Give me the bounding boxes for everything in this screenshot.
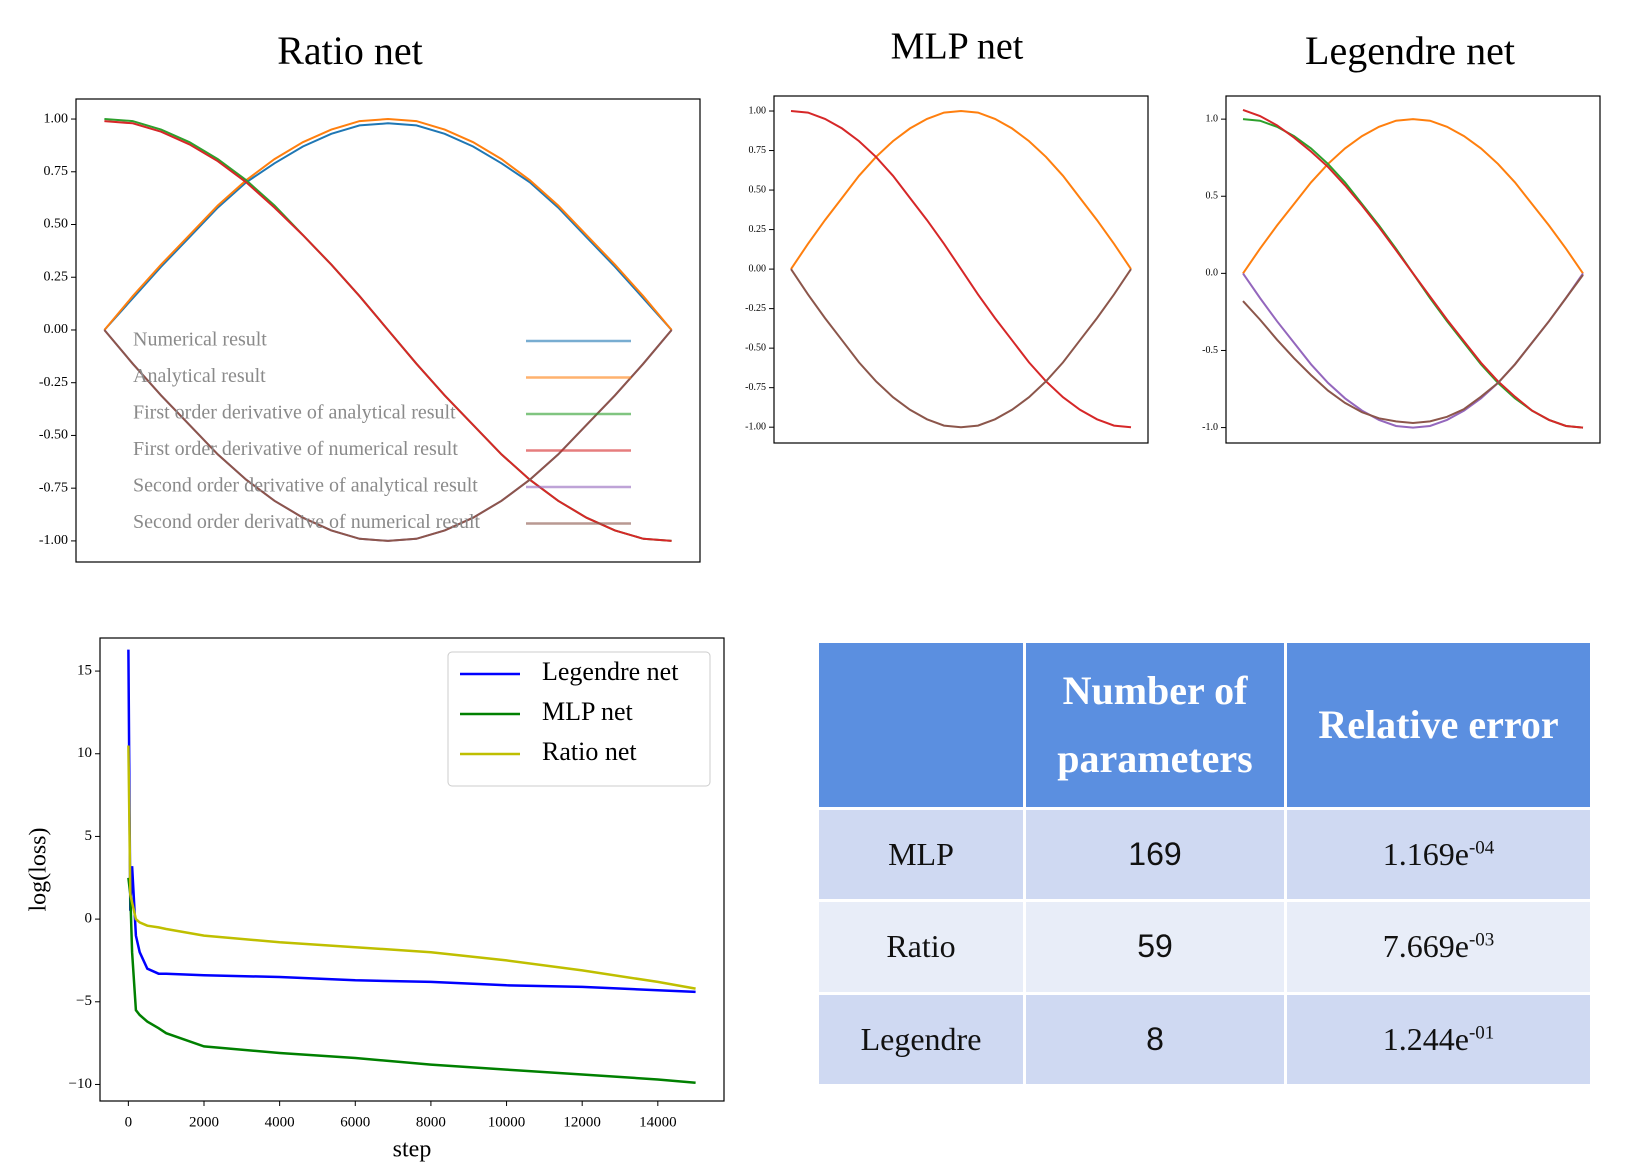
y-tick-label: −5 <box>76 993 92 1009</box>
error-base: 7.669e <box>1382 928 1469 965</box>
y-tick-label: 0.75 <box>44 164 69 179</box>
error-cell: 1.244e-01 <box>1284 991 1593 1088</box>
legend-label: First order derivative of numerical resu… <box>133 438 458 460</box>
y-tick-label: -0.75 <box>39 480 68 495</box>
plot-frame <box>99 637 725 1102</box>
chart-title: MLP net <box>891 26 1024 68</box>
error-exp: -03 <box>1468 929 1495 951</box>
x-tick-label: 10000 <box>488 1114 526 1130</box>
y-tick-label: -0.5 <box>1202 345 1218 356</box>
model-cell: MLP <box>816 806 1026 903</box>
row: Legendre 8 1.244e-01 <box>816 991 1593 1088</box>
x-tick-label: 12000 <box>563 1114 601 1130</box>
series-line <box>104 120 672 542</box>
legend-box <box>447 651 711 787</box>
y-tick-label: 0.50 <box>44 217 69 232</box>
y-tick-label: 1.00 <box>749 105 767 116</box>
error-exp: -01 <box>1468 1022 1495 1044</box>
chart-title: Legendre net <box>1305 28 1515 73</box>
x-tick-label: 2000 <box>189 1114 219 1130</box>
row: MLP 169 1.169e-04 <box>816 806 1593 903</box>
y-tick-label: 15 <box>77 663 92 679</box>
y-tick-label: 0.75 <box>749 145 767 156</box>
series-line <box>103 329 673 542</box>
y-tick-label: -0.75 <box>745 382 766 393</box>
y-axis-label: log(loss) <box>26 828 52 912</box>
x-tick-label: 0 <box>125 1114 133 1130</box>
legend-label: Second order derivative of analytical re… <box>133 475 478 497</box>
error-base: 1.169e <box>1382 836 1469 873</box>
plot-frame <box>773 95 1149 444</box>
series-line <box>103 122 673 331</box>
y-tick-label: 1.0 <box>1206 113 1219 124</box>
series-line <box>103 329 673 542</box>
error-exp: -04 <box>1468 837 1495 859</box>
x-tick-label: 4000 <box>265 1114 295 1130</box>
series-line <box>127 649 696 994</box>
parameters-cell: 169 <box>1023 806 1287 903</box>
y-tick-label: 0.0 <box>1206 268 1219 279</box>
legend-label: Analytical result <box>133 365 266 387</box>
series-line <box>127 745 696 990</box>
y-tick-label: 0.25 <box>749 224 767 235</box>
y-tick-label: 10 <box>77 745 92 761</box>
series-line <box>103 117 673 331</box>
error-base: 1.244e <box>1382 1020 1469 1057</box>
legend-label: Ratio net <box>542 737 637 766</box>
header-row: Number of parameters Relative error <box>816 640 1593 810</box>
x-tick-label: 14000 <box>639 1114 677 1130</box>
series-line <box>127 877 696 1085</box>
y-tick-label: 0.25 <box>44 269 69 284</box>
corner-cell <box>816 640 1026 810</box>
header-cell: Number of parameters <box>1023 640 1287 810</box>
y-tick-label: -0.50 <box>39 428 68 443</box>
series-line <box>790 268 1132 429</box>
legend-label: First order derivative of analytical res… <box>133 402 456 424</box>
legend-label: Second order derivative of numerical res… <box>133 511 481 533</box>
results-table: Number of parameters Relative error MLP … <box>816 640 1593 1088</box>
legend-label: MLP net <box>542 697 634 726</box>
y-tick-label: −10 <box>69 1076 92 1092</box>
legend-label: Numerical result <box>133 329 267 351</box>
x-axis-label: step <box>393 1137 432 1163</box>
plot-frame <box>1225 95 1601 444</box>
y-tick-label: 0.00 <box>749 263 767 274</box>
header-cell: Relative error <box>1284 640 1593 810</box>
y-tick-label: 0.00 <box>44 322 69 337</box>
y-tick-label: 5 <box>85 828 93 844</box>
parameters-cell: 59 <box>1023 899 1287 995</box>
series-line <box>790 109 1132 270</box>
y-tick-label: 1.00 <box>44 111 69 126</box>
y-tick-label: -1.00 <box>39 533 68 548</box>
parameters-cell: 8 <box>1023 991 1287 1088</box>
y-tick-label: -1.0 <box>1202 422 1218 433</box>
series-line <box>1242 118 1584 274</box>
y-tick-label: -1.00 <box>745 421 766 432</box>
y-tick-label: -0.25 <box>39 375 68 390</box>
y-tick-label: 0 <box>85 911 93 927</box>
y-tick-label: -0.50 <box>745 342 766 353</box>
series-line <box>1242 272 1584 429</box>
y-tick-label: 0.5 <box>1206 191 1219 202</box>
x-tick-label: 8000 <box>416 1114 446 1130</box>
error-cell: 1.169e-04 <box>1284 806 1593 903</box>
series-line <box>1242 108 1584 429</box>
row: Ratio 59 7.669e-03 <box>816 899 1593 995</box>
series-line <box>790 110 1132 429</box>
model-cell: Ratio <box>816 899 1026 995</box>
y-tick-label: 0.50 <box>749 184 767 195</box>
error-cell: 7.669e-03 <box>1284 899 1593 995</box>
chart-title: Ratio net <box>277 28 423 73</box>
legend-label: Legendre net <box>542 657 679 686</box>
x-tick-label: 6000 <box>340 1114 370 1130</box>
plot-frame <box>75 98 701 563</box>
y-tick-label: -0.25 <box>745 303 766 314</box>
series-line <box>1242 274 1584 425</box>
model-cell: Legendre <box>816 991 1026 1088</box>
